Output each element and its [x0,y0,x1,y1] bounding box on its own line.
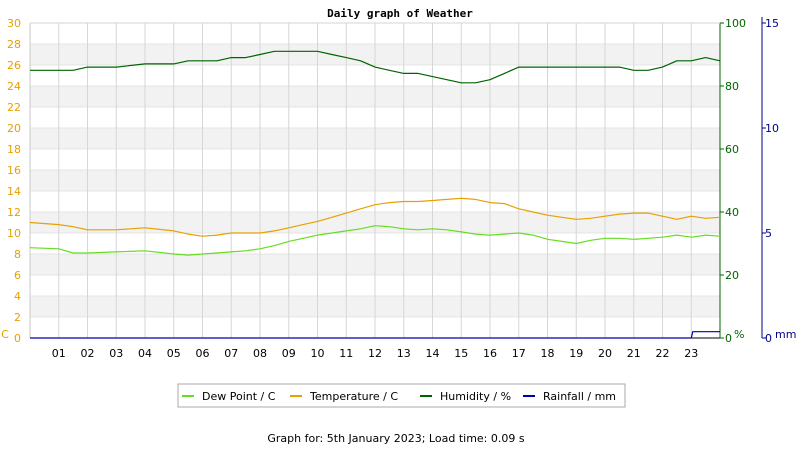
humidity-tick-label: 60 [725,143,739,156]
rainfall-tick-label: 10 [765,122,779,135]
x-tick-label: 16 [483,347,497,360]
humidity-tick-label: 20 [725,269,739,282]
temperature-unit-label: C [1,328,9,341]
humidity-unit-label: % [734,328,744,341]
x-tick-label: 13 [397,347,411,360]
x-tick-label: 19 [569,347,583,360]
rainfall-unit-label: mm [775,328,796,341]
x-tick-label: 07 [224,347,238,360]
temperature-tick-label: 2 [14,311,21,324]
x-tick-label: 17 [512,347,526,360]
humidity-tick-label: 40 [725,206,739,219]
legend: Dew Point / C Temperature / C Humidity / %… [177,383,626,408]
x-tick-label: 20 [598,347,612,360]
x-tick-label: 06 [196,347,210,360]
x-tick-label: 10 [311,347,325,360]
x-tick-label: 11 [339,347,353,360]
temperature-tick-label: 8 [14,248,21,261]
x-axis-ticks: 01 02 03 04 05 06 07 08 09 10 11 12 13 14 15 16 17 18 19 20… [52,347,699,360]
x-tick-label: 14 [426,347,440,360]
series-line-humidity [30,50,721,84]
temperature-tick-label: 30 [7,17,21,30]
graph-footer: Graph for: 5th January 2023; Load time: … [267,432,524,445]
temperature-tick-label: 24 [7,80,21,93]
legend-label: Humidity / % [440,390,511,403]
temperature-tick-label: 20 [7,122,21,135]
vertical-gridlines [58,23,692,338]
temperature-tick-label: 18 [7,143,21,156]
series-line-temperature-c [29,197,721,237]
temperature-tick-label: 26 [7,59,21,72]
temperature-tick-label: 12 [7,206,21,219]
rainfall-tick-label: 0 [765,332,772,345]
x-tick-label: 03 [109,347,123,360]
humidity-axis-ticks: 0 20 40 60 80 100 [720,17,746,345]
temperature-tick-label: 16 [7,164,21,177]
temperature-tick-label: 4 [14,290,21,303]
series-line-rainfall-mm [30,331,720,339]
rainfall-axis-ticks: 0 5 10 15 [762,17,779,345]
humidity-tick-label: 80 [725,80,739,93]
x-tick-label: 21 [627,347,641,360]
chart-title: Daily graph of Weather [327,7,473,20]
x-tick-label: 05 [167,347,181,360]
rainfall-tick-label: 5 [765,227,772,240]
rainfall-tick-label: 15 [765,17,779,30]
temperature-tick-label: 22 [7,101,21,114]
x-tick-label: 01 [52,347,66,360]
legend-label: Dew Point / C [202,390,276,403]
temperature-tick-label: 6 [14,269,21,282]
temperature-tick-label: 10 [7,227,21,240]
temperature-tick-label: 0 [14,332,21,345]
legend-label: Rainfall / mm [543,390,616,403]
legend-label: Temperature / C [309,390,398,403]
humidity-tick-label: 0 [725,332,732,345]
x-tick-label: 09 [282,347,296,360]
x-tick-label: 02 [81,347,95,360]
temperature-tick-label: 28 [7,38,21,51]
x-tick-label: 12 [368,347,382,360]
x-tick-label: 04 [138,347,152,360]
x-tick-label: 23 [684,347,698,360]
series-line-dew-point-c [29,225,721,256]
x-tick-label: 08 [253,347,267,360]
x-tick-label: 22 [656,347,670,360]
humidity-tick-label: 100 [725,17,746,30]
x-tick-label: 15 [454,347,468,360]
series-lines [29,50,721,339]
legend-box [177,383,626,408]
x-tick-label: 18 [541,347,555,360]
temperature-tick-label: 14 [7,185,21,198]
